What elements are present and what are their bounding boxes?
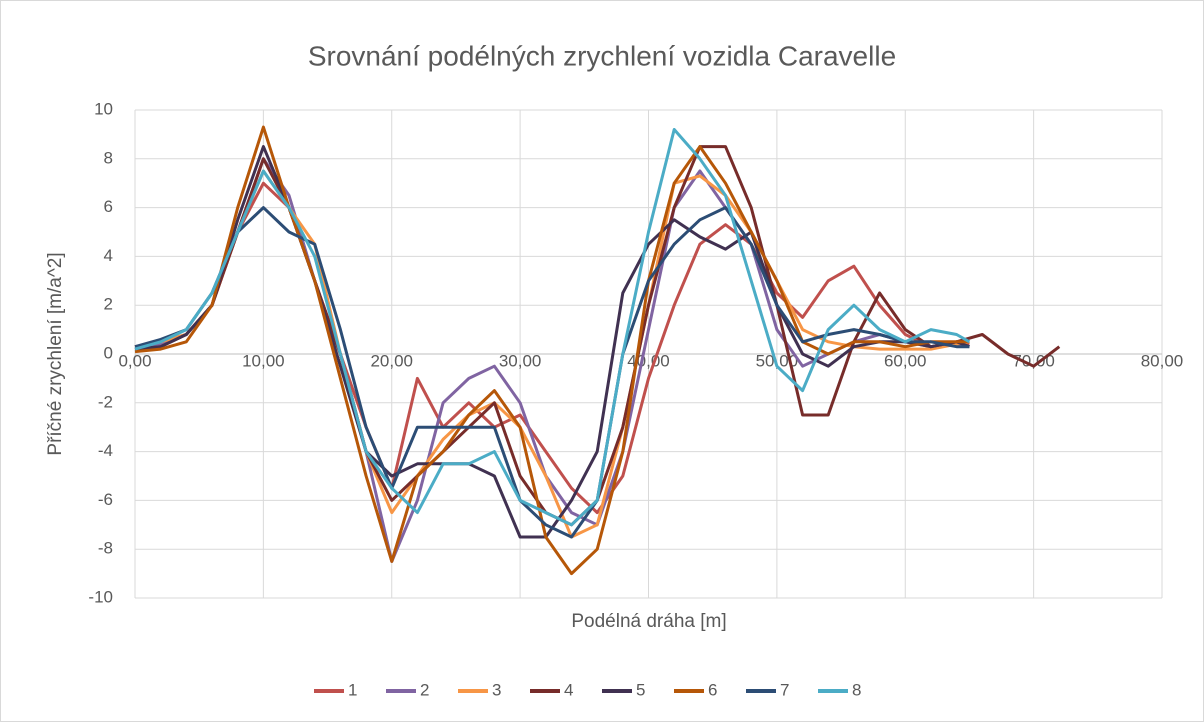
x-tick-label: 80,00 [1141, 351, 1184, 370]
legend-label: 5 [636, 680, 645, 699]
x-tick-label: 10,00 [242, 351, 285, 370]
series-line [134, 181, 970, 515]
x-axis-label: Podélná dráha [m] [571, 611, 726, 632]
series-line [134, 125, 970, 576]
legend-label: 6 [708, 680, 717, 699]
legend-label: 8 [852, 680, 861, 699]
y-tick-label: -8 [98, 539, 113, 558]
series-line [134, 206, 970, 539]
y-tick-label: 0 [104, 343, 113, 362]
y-tick-label: -6 [98, 490, 113, 509]
y-axis-label: Příčné zrychlení [m/a^2] [45, 252, 66, 455]
x-tick-label: 60,00 [884, 351, 927, 370]
chart-title: Srovnání podélných zrychlení vozidla Car… [308, 40, 896, 71]
legend-label: 7 [780, 680, 789, 699]
y-tick-label: 6 [104, 197, 113, 216]
y-tick-label: -4 [98, 441, 113, 460]
y-tick-label: -2 [98, 392, 113, 411]
x-tick-label: 30,00 [499, 351, 542, 370]
x-tick-label: 0,00 [118, 351, 151, 370]
y-tick-label: 4 [104, 246, 113, 265]
series-line [134, 128, 971, 527]
y-tick-label: -10 [88, 587, 113, 606]
y-tick-label: 10 [94, 99, 113, 118]
y-tick-label: 8 [104, 148, 113, 167]
legend-label: 1 [348, 680, 357, 699]
y-tick-label: 2 [104, 295, 113, 314]
legend-label: 4 [564, 680, 573, 699]
legend-label: 3 [492, 680, 501, 699]
legend-label: 2 [420, 680, 429, 699]
x-tick-label: 20,00 [370, 351, 413, 370]
